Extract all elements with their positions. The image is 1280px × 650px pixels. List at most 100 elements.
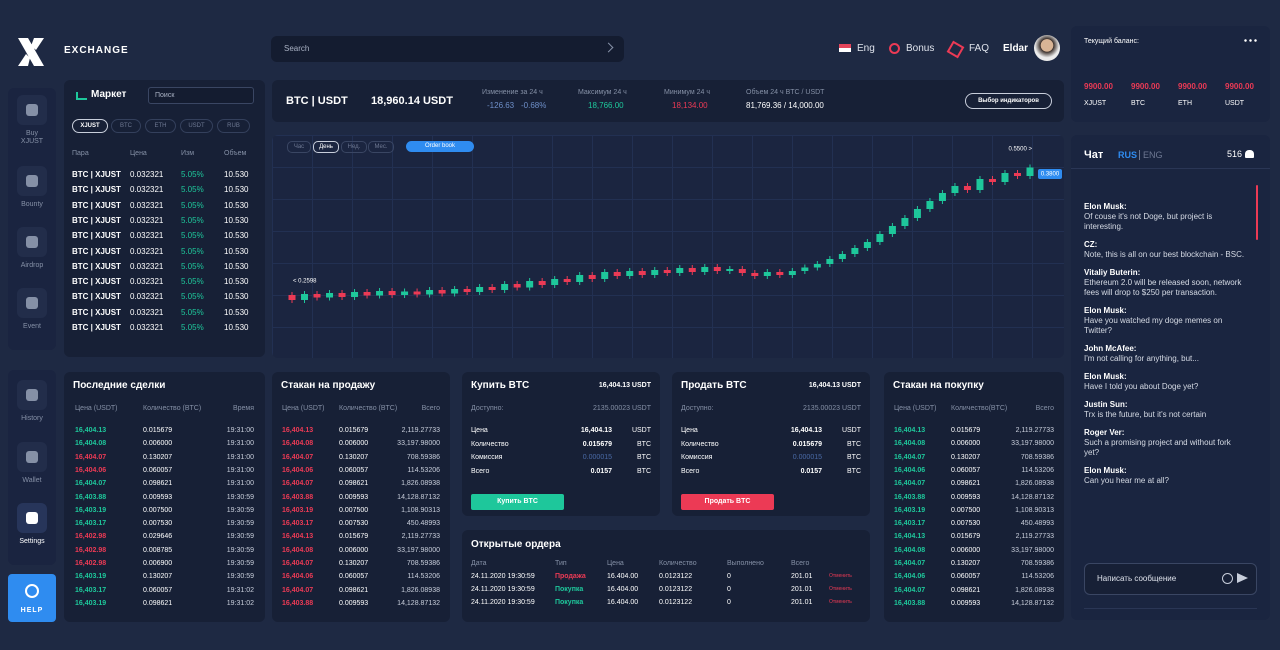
market-header: Изм — [181, 150, 195, 157]
trade-price: 16,403.19 — [75, 573, 107, 581]
emoji-icon[interactable] — [1222, 573, 1233, 584]
book-qty: 0.015679 — [339, 427, 369, 434]
search-placeholder[interactable]: Search — [284, 44, 310, 53]
market-tab[interactable]: XJUST — [72, 119, 108, 133]
market-tab[interactable]: ETH — [145, 119, 176, 133]
market-cell[interactable]: BTC | XJUST — [72, 261, 121, 271]
nav-label[interactable]: Event — [23, 323, 41, 330]
market-cell[interactable]: BTC | XJUST — [72, 307, 121, 317]
ticker-price: 18,960.14 USDT — [371, 95, 453, 107]
logo — [18, 38, 44, 66]
form-unit: BTC — [847, 467, 861, 475]
chat-title: Чат — [1084, 149, 1104, 161]
trade-price: 16,403.17 — [75, 586, 107, 594]
trade-price: 16,404.06 — [75, 466, 107, 474]
market-search[interactable]: Поиск — [148, 87, 254, 104]
chat-input-placeholder[interactable]: Написать сообщение — [1097, 574, 1177, 583]
market-cell: 5.05% — [181, 261, 204, 271]
book-total: 1,826.08938 — [401, 586, 440, 594]
market-cell: 10.530 — [224, 307, 249, 317]
trade-time: 19:30:59 — [226, 533, 254, 541]
chart-tab[interactable]: Нед. — [341, 141, 367, 153]
market-cell[interactable]: BTC | XJUST — [72, 246, 121, 256]
chat-message: Elon Musk: Of couse it's not Doge, but pr… — [1084, 202, 1246, 232]
market-cell: 0.032321 — [130, 323, 164, 332]
nav-label[interactable]: Buy XJUST — [20, 130, 44, 145]
market-cell[interactable]: BTC | XJUST — [72, 170, 121, 179]
indicator-button[interactable]: Выбор индикаторов — [965, 93, 1052, 109]
candle-body — [363, 292, 371, 296]
trade-qty: 0.015679 — [143, 427, 173, 434]
market-search-placeholder[interactable]: Поиск — [155, 92, 175, 99]
nav-glyph — [26, 175, 38, 187]
nav-label[interactable]: Wallet — [22, 477, 42, 484]
send-icon[interactable] — [1237, 573, 1248, 583]
form-button[interactable]: Продать BTC — [681, 494, 774, 510]
balance-label: XJUST — [1084, 100, 1107, 107]
nav-label[interactable]: Bounty — [21, 201, 43, 208]
ticker-panel: BTC | USDT 18,960.14 USDT Изменение за 24 … — [272, 80, 1064, 122]
market-cell[interactable]: BTC | XJUST — [72, 200, 121, 210]
market-cell[interactable]: BTC | XJUST — [72, 277, 121, 287]
form-unit: USDT — [631, 427, 651, 434]
order-cell: 0 — [727, 599, 731, 606]
book-qty: 0.130207 — [339, 453, 369, 461]
trade-time: 19:30:59 — [226, 493, 254, 501]
faq[interactable]: FAQ — [969, 43, 990, 54]
chart-tab[interactable]: Час — [287, 141, 311, 153]
market-cell[interactable]: BTC | XJUST — [72, 215, 121, 225]
brand: EXCHANGE — [64, 45, 129, 56]
form-button[interactable]: Купить BTC — [471, 494, 564, 510]
nav-label[interactable]: History — [21, 415, 43, 422]
order-book-button[interactable]: Order book — [406, 141, 474, 152]
market-tab[interactable]: USDT — [180, 119, 213, 133]
market-cell: 10.530 — [224, 323, 249, 332]
chart-tab[interactable]: Мес. — [368, 141, 394, 153]
book-total: 33,197.98000 — [1011, 546, 1054, 554]
chat-bottom-line — [1084, 608, 1257, 609]
candle-body — [538, 281, 546, 285]
search-bar[interactable]: Search — [271, 36, 624, 62]
book-total: 14,128.87132 — [1011, 493, 1054, 501]
avatar[interactable] — [1034, 35, 1060, 61]
market-panel: Маркет Поиск XJUST BTC ETH USDT RUB Пара Цена Изм… — [64, 80, 265, 357]
chat-message-text: Such a promising project and without for… — [1084, 438, 1231, 457]
form-label: Комиссия — [471, 454, 503, 461]
help-button[interactable]: HELP — [8, 574, 56, 622]
market-cell: 10.530 — [224, 200, 249, 210]
book-price: 16,404.07 — [894, 480, 926, 488]
market-cell[interactable]: BTC | XJUST — [72, 323, 121, 332]
table-header: Количество (BTC) — [143, 405, 202, 412]
orders-panel: Открытые ордера Дата Тип Цена Количество Выпо… — [462, 530, 870, 622]
candle-body — [838, 254, 846, 259]
nav-label[interactable]: Airdrop — [20, 262, 44, 269]
help-label[interactable]: HELP — [20, 607, 44, 614]
chat-lang-other[interactable]: ENG — [1143, 150, 1163, 160]
order-cancel[interactable]: Отменить — [829, 586, 852, 592]
candle-body — [826, 259, 834, 264]
lang[interactable]: Eng — [857, 43, 875, 54]
market-tab[interactable]: BTC — [111, 119, 141, 133]
order-cancel[interactable]: Отменить — [829, 573, 852, 579]
chat-message-name: Roger Ver: — [1084, 428, 1125, 437]
market-cell: 0.032321 — [130, 200, 164, 210]
order-cancel[interactable]: Отменить — [829, 599, 852, 605]
market-cell[interactable]: BTC | XJUST — [72, 185, 121, 195]
chat-lang-active[interactable]: RUS — [1118, 150, 1138, 160]
market-cell[interactable]: BTC | XJUST — [72, 292, 121, 302]
chat-input[interactable]: Написать сообщение — [1084, 563, 1257, 595]
book-qty: 0.130207 — [339, 560, 369, 567]
chart-tab[interactable]: День — [313, 141, 339, 153]
chat-message-text: I'm not calling for anything, but... — [1084, 354, 1199, 363]
nav-label[interactable]: Settings — [19, 538, 45, 545]
market-tab[interactable]: RUB — [217, 119, 250, 133]
user-name[interactable]: Eldar — [1003, 43, 1029, 54]
book-price: 16,404.08 — [894, 546, 926, 554]
flag-icon — [839, 44, 851, 52]
trade-qty: 0.060057 — [143, 466, 173, 474]
market-cell[interactable]: BTC | XJUST — [72, 231, 121, 241]
book-price: 16,403.88 — [282, 599, 314, 607]
bonus[interactable]: Bonus — [906, 43, 935, 54]
candle-body — [651, 270, 659, 275]
ticker-max: 18,766.00 — [588, 101, 624, 110]
